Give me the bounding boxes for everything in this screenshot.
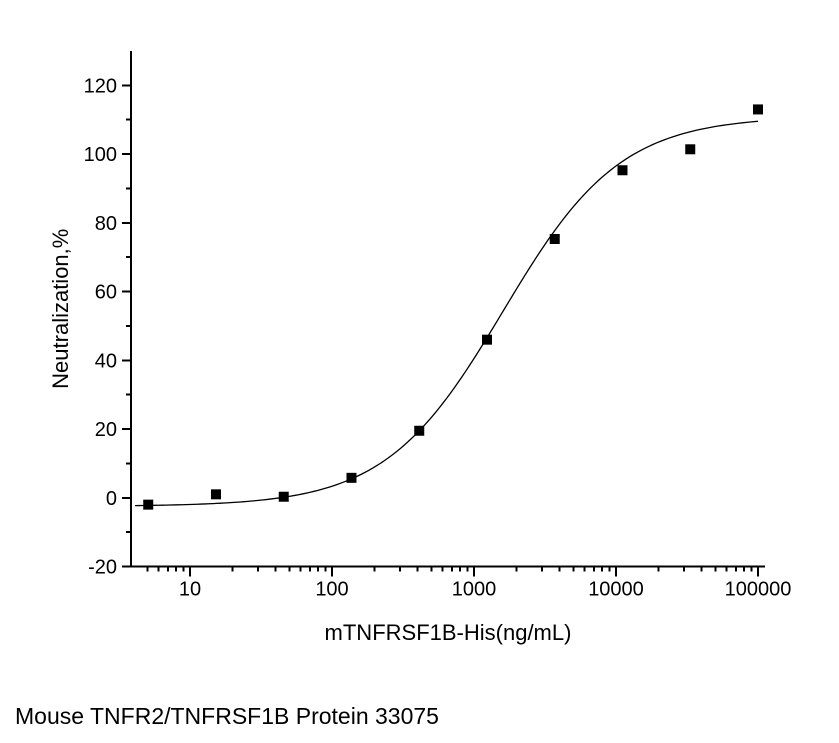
y-tick-label: 60 [95, 282, 117, 304]
x-tick-label: 10 [179, 579, 201, 601]
y-tick-label: 80 [95, 213, 117, 235]
data-point [685, 144, 696, 155]
neutralization-chart: -20 0 20 40 60 80 100 120 10 100 1000 10000 100000 mT… [48, 51, 792, 645]
x-tick-label: 1000 [452, 579, 497, 601]
data-point [143, 499, 154, 510]
y-tick-label: 100 [84, 144, 117, 166]
y-tick-label: -20 [88, 557, 117, 579]
data-point [753, 104, 763, 115]
x-tick-label: 100 [315, 579, 348, 601]
y-tick-label: 120 [84, 75, 117, 97]
data-point [481, 334, 492, 345]
y-axis-title: Neutralization,% [48, 229, 73, 389]
data-point [346, 472, 357, 483]
x-axis-title: mTNFRSF1B-His(ng/mL) [325, 620, 572, 645]
fit-curve [135, 120, 759, 507]
data-point [210, 489, 221, 500]
data-point [414, 425, 425, 436]
figure-caption: Mouse TNFR2/TNFRSF1B Protein 33075 [15, 703, 439, 729]
y-tick-label: 40 [95, 350, 117, 372]
x-tick-label: 100000 [725, 579, 792, 601]
data-point [617, 165, 628, 176]
y-tick-label: 20 [95, 419, 117, 441]
data-point [278, 491, 289, 502]
y-tick-label: 0 [106, 488, 117, 510]
x-tick-label: 10000 [588, 579, 644, 601]
data-point [549, 233, 560, 244]
